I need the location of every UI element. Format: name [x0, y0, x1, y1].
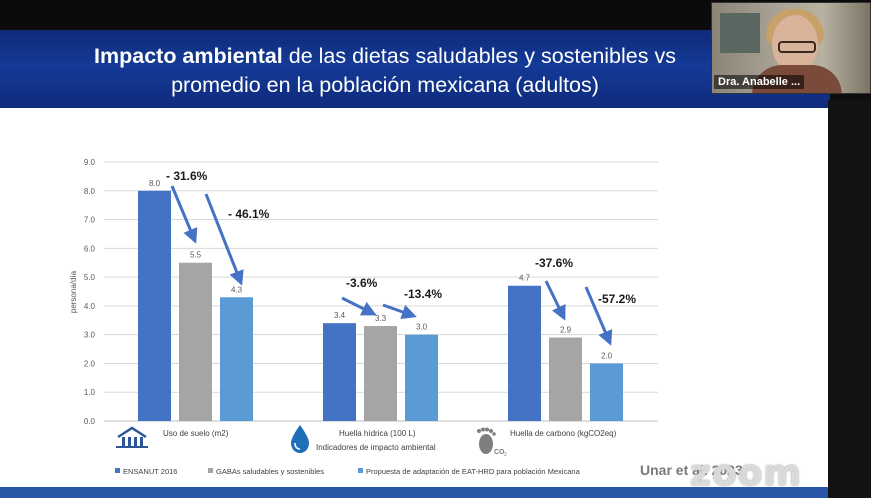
y-tick-label: 0.0 [84, 417, 96, 426]
svg-text:CO: CO [494, 449, 505, 456]
reduction-arrow [204, 193, 244, 286]
svg-text:2: 2 [504, 452, 507, 458]
y-tick-label: 3.0 [84, 331, 96, 340]
y-tick-label: 4.0 [84, 302, 96, 311]
title-line2: promedio en la población mexicana (adult… [171, 73, 599, 97]
title-bold-part: Impacto ambiental [94, 44, 283, 68]
reduction-annotation: - 46.1% [228, 207, 270, 221]
reduction-arrow [544, 280, 566, 321]
bottom-strip [0, 487, 828, 498]
y-tick-label: 9.0 [84, 158, 96, 167]
reduction-annotation: -57.2% [598, 292, 636, 306]
legend-label: GABAs saludables y sostenibles [216, 467, 324, 476]
right-margin [828, 100, 871, 498]
presenter-name-label: Dra. Anabelle ... [714, 75, 805, 89]
data-label: 5.5 [190, 251, 202, 260]
reduction-annotation: -13.4% [404, 287, 442, 301]
bar [549, 337, 582, 421]
data-label: 3.0 [416, 323, 428, 332]
reduction-arrow [382, 303, 417, 320]
slide-title-band [0, 30, 830, 108]
category-label: Huella de carbono (kgCO2eq) [510, 429, 617, 438]
y-axis-label: persona/día [69, 270, 78, 313]
reduction-arrow [170, 185, 198, 244]
footprint-co2-icon: CO 2 [477, 427, 507, 458]
citation: Unar et al. 2023. [640, 462, 747, 478]
reduction-annotation: -37.6% [535, 256, 573, 270]
legend-label: Propuesta de adaptación de EAT-HRD para … [366, 467, 581, 476]
category-label: Uso de suelo (m2) [163, 429, 229, 438]
bar [138, 190, 171, 421]
bar [364, 326, 397, 421]
water-drop-icon [291, 425, 309, 453]
y-tick-label: 8.0 [84, 187, 96, 196]
title-rest-line1: de las dietas saludables y sostenibles v… [282, 44, 676, 68]
data-label: 8.0 [149, 179, 161, 188]
bar [179, 262, 212, 421]
y-tick-label: 6.0 [84, 244, 96, 253]
farm-field-icon [114, 425, 150, 448]
legend-swatch [358, 468, 363, 473]
bar [508, 285, 541, 421]
data-label: 4.7 [519, 274, 531, 283]
category-label: Huella hídrica (100 L) [339, 429, 416, 438]
reduction-arrow [584, 286, 613, 346]
bar [590, 363, 623, 421]
reduction-arrow [341, 296, 377, 316]
data-label: 3.4 [334, 311, 346, 320]
x-axis-label: Indicadores de impacto ambiental [316, 443, 436, 452]
legend-swatch [115, 468, 120, 473]
data-label: 4.3 [231, 285, 243, 294]
y-tick-label: 7.0 [84, 216, 96, 225]
data-label: 3.3 [375, 314, 387, 323]
bar [405, 334, 438, 421]
y-tick-label: 2.0 [84, 359, 96, 368]
bar [323, 323, 356, 421]
data-label: 2.0 [601, 351, 613, 360]
zoom-watermark: zoom [690, 453, 802, 494]
bar [220, 297, 253, 421]
data-label: 2.9 [560, 326, 572, 335]
slide-title: Impacto ambiental de las dietas saludabl… [0, 42, 770, 100]
legend-label: ENSANUT 2016 [123, 467, 177, 476]
legend-swatch [208, 468, 213, 473]
reduction-annotation: -3.6% [346, 276, 378, 290]
reduction-annotation: - 31.6% [166, 169, 208, 183]
presenter-video-tile[interactable]: Dra. Anabelle ... [711, 2, 871, 94]
y-tick-label: 1.0 [84, 388, 96, 397]
y-tick-label: 5.0 [84, 273, 96, 282]
